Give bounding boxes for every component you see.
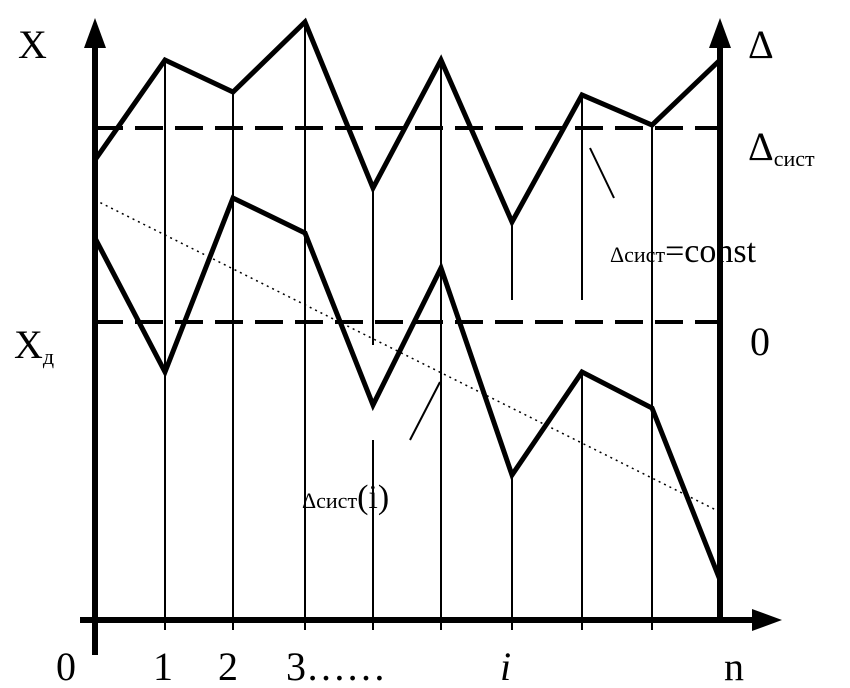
tick-3: 3…… — [286, 644, 386, 688]
var-delta-sys: Δсист — [302, 488, 357, 513]
const-equals: =const — [665, 233, 756, 270]
tick-2: 2 — [218, 644, 238, 688]
x-axis-label: X — [18, 22, 47, 67]
leader-const — [589, 147, 615, 199]
delta-axis-label: Δ — [748, 22, 774, 67]
leader-var — [409, 381, 441, 441]
const-label: Δсист=const — [610, 233, 757, 270]
measurement-lines — [164, 22, 653, 630]
delta-sys-label: Δсист — [748, 124, 815, 171]
var-label: Δсист(i) — [302, 479, 389, 516]
upper-measurement-polyline — [92, 17, 722, 228]
right-axis-arrowhead — [709, 18, 731, 48]
zero-right-label: 0 — [750, 319, 770, 364]
systematic-trend-dotted — [94, 199, 721, 513]
true-value-label: Xд — [14, 322, 54, 369]
tick-i: i — [500, 644, 511, 688]
var-arg: (i) — [357, 479, 389, 516]
left-axis-arrowhead — [84, 18, 106, 48]
true-value-sub: д — [43, 344, 54, 369]
delta-sys-sub: сист — [774, 146, 815, 171]
const-delta-sys: Δсист — [610, 242, 665, 267]
tick-n: n — [724, 644, 744, 688]
tick-0: 0 — [56, 644, 76, 688]
delta-sys-letter: Δ — [748, 124, 774, 169]
true-value-letter: X — [14, 322, 43, 367]
tick-1: 1 — [153, 644, 173, 688]
horizontal-axis-arrowhead — [752, 609, 782, 631]
lower-measurement-polyline — [92, 194, 723, 581]
